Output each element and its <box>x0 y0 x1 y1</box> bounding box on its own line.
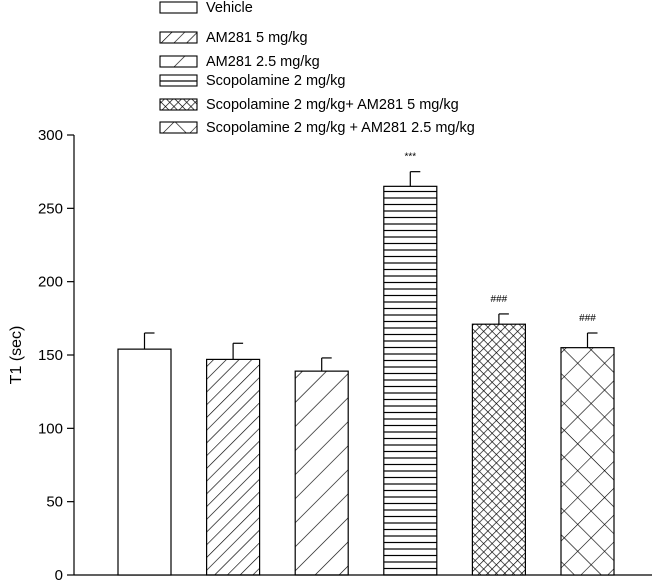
legend-label: Scopolamine 2 mg/kg + AM281 2.5 mg/kg <box>206 120 475 136</box>
legend-swatch <box>159 74 198 87</box>
bar <box>206 358 261 576</box>
legend-label: Scopolamine 2 mg/kg <box>206 73 345 89</box>
y-tick-label: 0 <box>55 567 63 582</box>
y-tick-label: 50 <box>46 494 63 511</box>
y-tick-label: 150 <box>38 347 63 364</box>
bar <box>560 347 615 576</box>
significance-annotation: *** <box>404 152 416 163</box>
y-tick-label: 200 <box>38 274 63 291</box>
bar <box>471 323 526 576</box>
y-tick-label: 250 <box>38 200 63 217</box>
legend-label: AM281 2.5 mg/kg <box>206 54 320 70</box>
legend-swatch <box>159 1 198 14</box>
bars: *** ### ### <box>117 152 615 576</box>
y-axis-label: T1 (sec) <box>8 326 25 385</box>
bar <box>383 185 438 576</box>
legend: Vehicle AM281 5 mg/kg AM281 2.5 mg/kg Scopo… <box>159 0 475 136</box>
legend-label: Vehicle <box>206 0 253 16</box>
y-tick-label: 100 <box>38 420 63 437</box>
y-tick-label: 300 <box>38 127 63 144</box>
bar <box>117 348 172 576</box>
legend-swatch <box>159 98 198 111</box>
legend-label: Scopolamine 2 mg/kg+ AM281 5 mg/kg <box>206 97 459 113</box>
legend-label: AM281 5 mg/kg <box>206 30 308 46</box>
significance-annotation: ### <box>491 294 508 305</box>
y-axis: 0 50 100 150 200 250 300 <box>38 127 75 582</box>
bar <box>294 370 349 576</box>
legend-swatch <box>159 121 198 134</box>
legend-swatch <box>159 31 198 44</box>
legend-swatch <box>159 55 198 68</box>
significance-annotation: ### <box>579 313 596 324</box>
